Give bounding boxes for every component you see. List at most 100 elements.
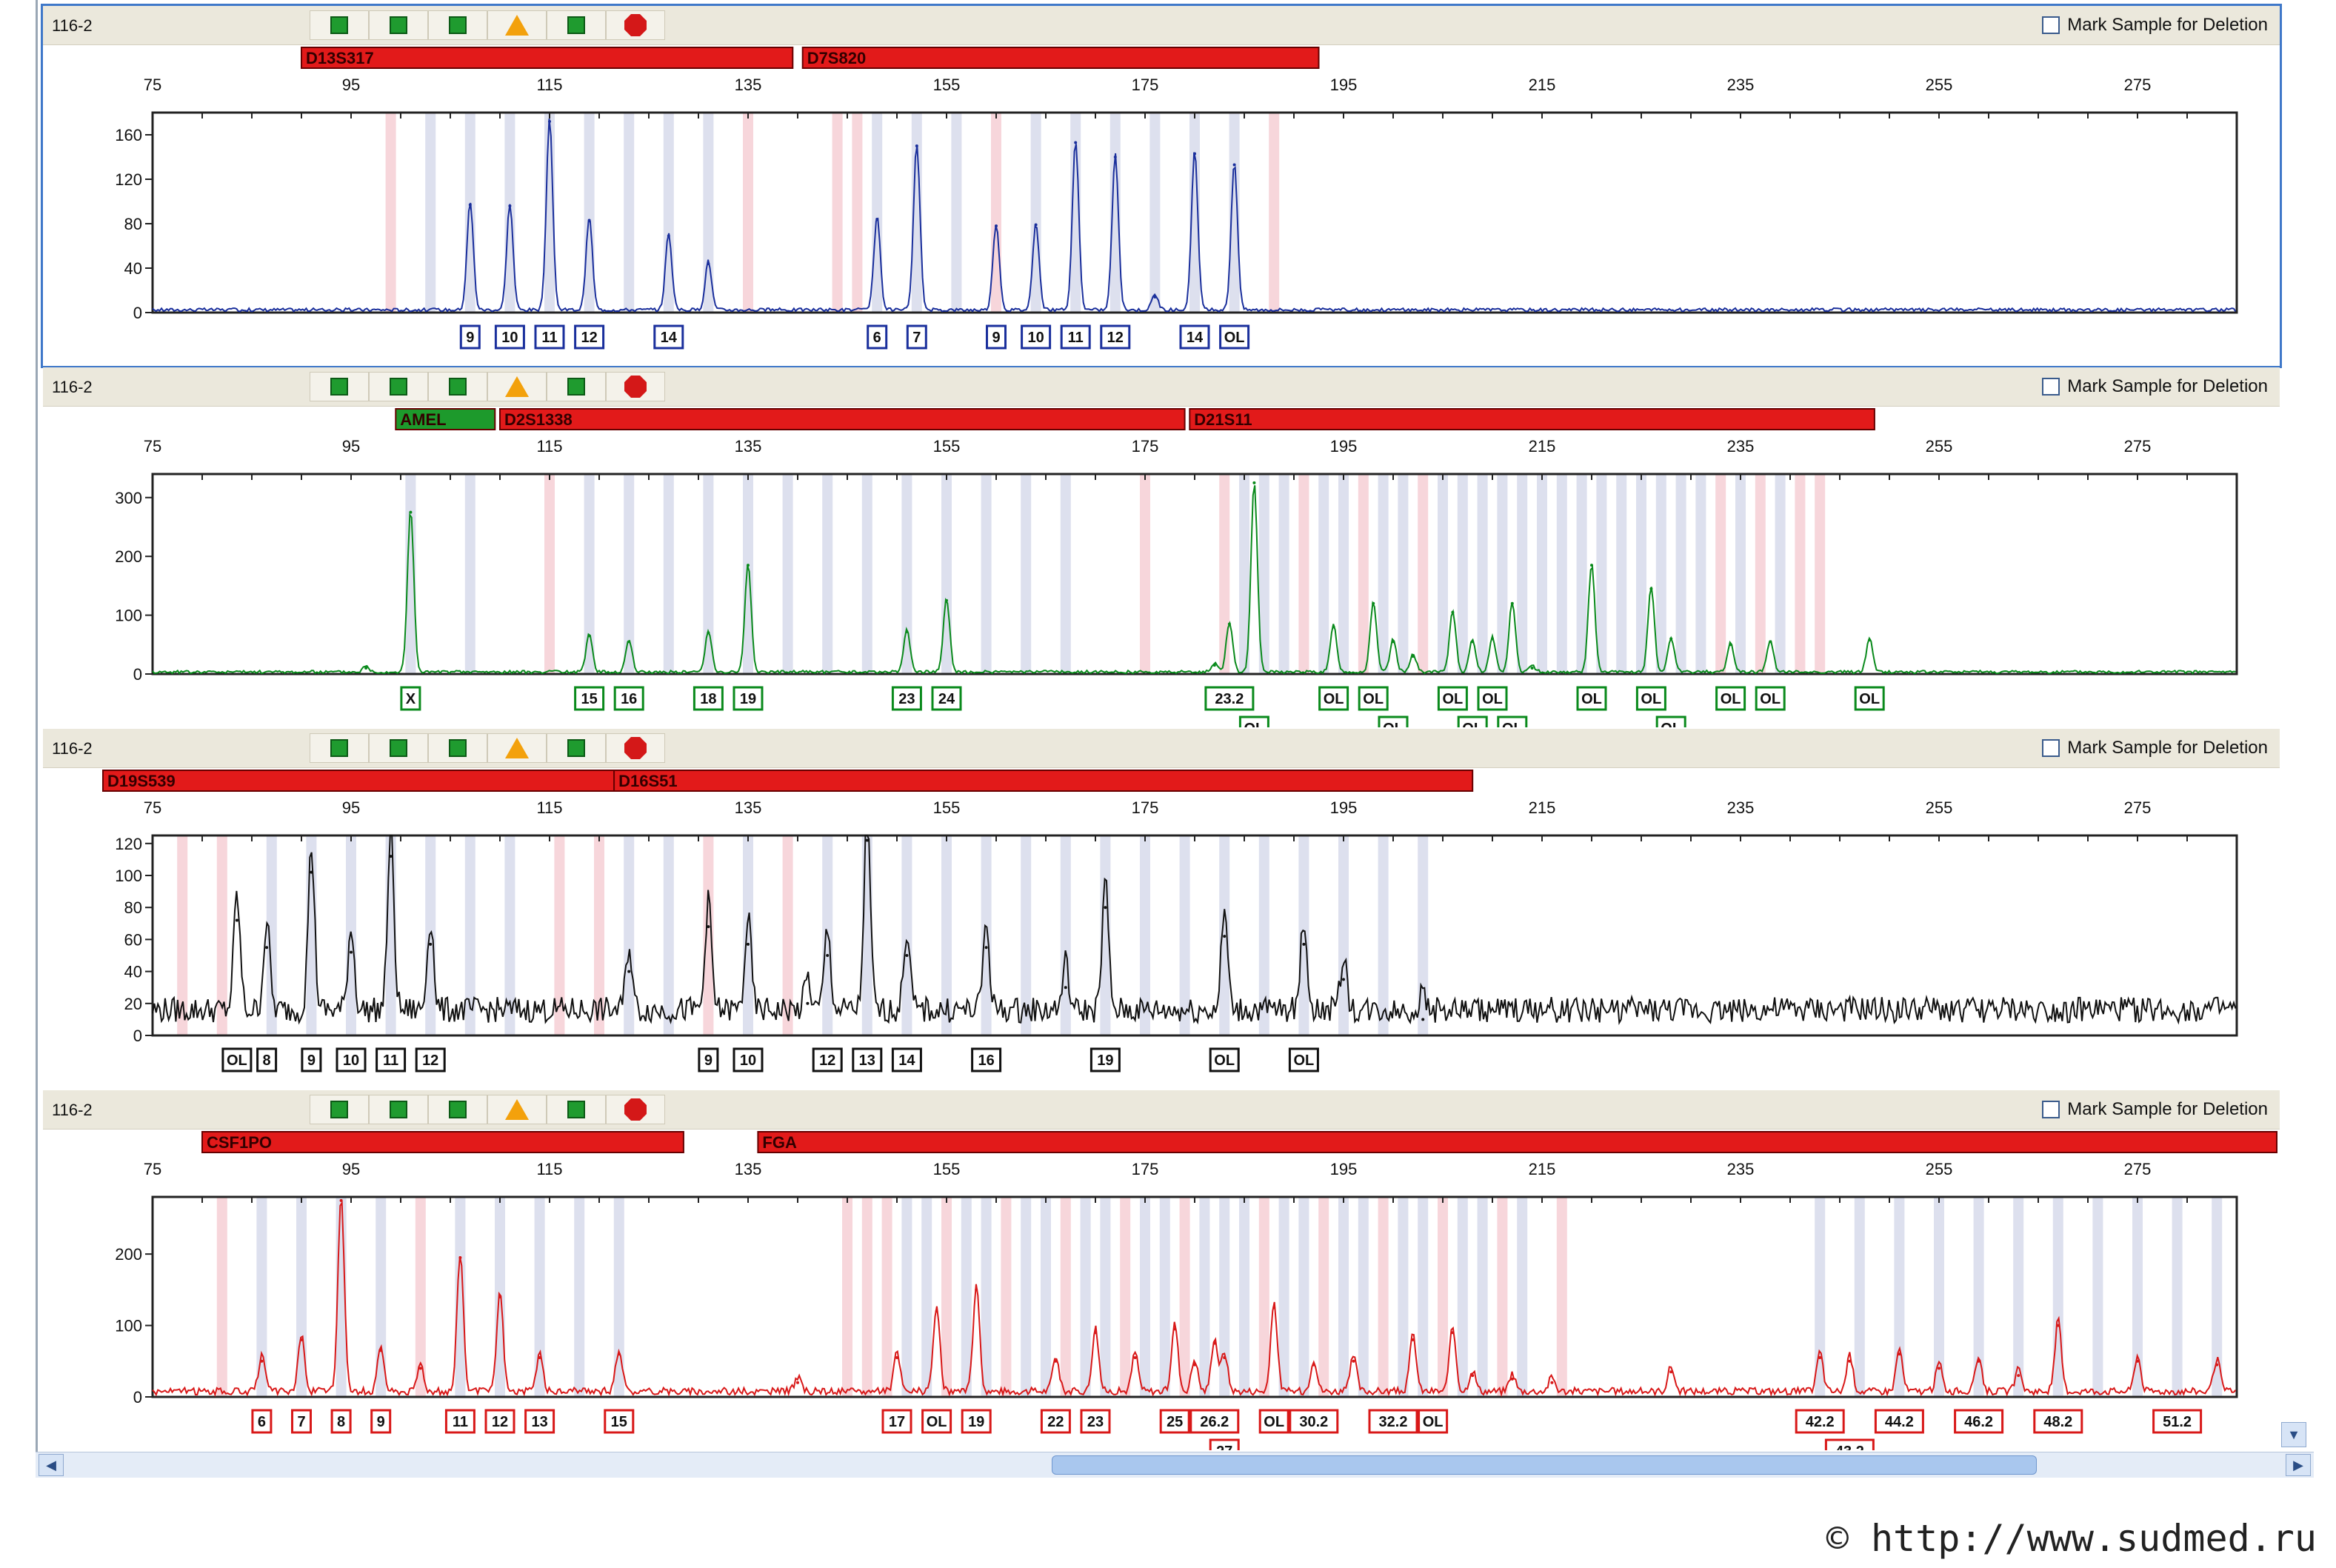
- allele-label: 7: [297, 1414, 305, 1430]
- warning-icon[interactable]: [487, 372, 547, 401]
- status-ok-icon[interactable]: [310, 10, 369, 40]
- peak-point: [707, 262, 710, 265]
- ladder-bin: [216, 1197, 227, 1397]
- ladder-bin: [1060, 1197, 1071, 1397]
- sample-panel-red[interactable]: 116-2 Mark Sample for Deletion CSF1PO FGA…: [43, 1090, 2280, 1450]
- ladder-bin: [703, 113, 714, 313]
- allele-label: 48.2: [2043, 1414, 2072, 1430]
- status-ok-icon[interactable]: [547, 10, 606, 40]
- ladder-bin: [1318, 474, 1329, 674]
- stop-icon[interactable]: [606, 733, 665, 763]
- allele-label: 10: [343, 1052, 359, 1069]
- mark-for-deletion[interactable]: Mark Sample for Deletion: [2042, 738, 2268, 758]
- ladder-bin: [941, 1197, 952, 1397]
- sample-panel-green[interactable]: 116-2 Mark Sample for Deletion AMEL D2S13…: [43, 367, 2280, 727]
- scroll-left-button[interactable]: ◀: [39, 1454, 64, 1476]
- peak-point: [1818, 1355, 1822, 1359]
- allele-label: 12: [819, 1052, 835, 1069]
- status-ok-icon[interactable]: [369, 1095, 428, 1124]
- status-ok-icon[interactable]: [547, 733, 606, 763]
- mark-for-deletion[interactable]: Mark Sample for Deletion: [2042, 15, 2268, 36]
- mark-for-deletion[interactable]: Mark Sample for Deletion: [2042, 1099, 2268, 1120]
- allele-box: [732, 1047, 764, 1072]
- allele-label: 12: [422, 1052, 438, 1069]
- locus-label: D21S11: [1194, 410, 1252, 429]
- warning-icon[interactable]: [487, 10, 547, 40]
- stop-icon[interactable]: [606, 10, 665, 40]
- warning-icon[interactable]: [487, 733, 547, 763]
- ladder-bin: [1596, 474, 1607, 674]
- allele-box: [1368, 1409, 1418, 1434]
- status-ok-icon[interactable]: [428, 733, 487, 763]
- status-ok-icon[interactable]: [369, 372, 428, 401]
- allele-box: [653, 324, 684, 350]
- horizontal-scrollbar[interactable]: ◀ ▶: [36, 1452, 2314, 1478]
- sample-name: 116-2: [52, 1101, 93, 1119]
- electropherogram-plot: D19S539 D16S51 75 95 115 135 155 175 195 215 235 25…: [102, 770, 2238, 1072]
- ladder-bin: [1070, 113, 1081, 313]
- allele-box: [986, 324, 1007, 350]
- peak-point: [1223, 1355, 1227, 1359]
- x-tick-label: 135: [735, 1160, 762, 1178]
- x-tick-label: 215: [1529, 437, 1556, 456]
- scrollbar-thumb[interactable]: [1052, 1455, 2037, 1475]
- allele-label: 11: [453, 1414, 468, 1430]
- allele-box: [1289, 1409, 1339, 1434]
- status-ok-icon[interactable]: [428, 1095, 487, 1124]
- locus-label: AMEL: [400, 410, 446, 429]
- sample-panel-blue[interactable]: 116-2 Mark Sample for Deletion D13S317 D7…: [41, 4, 2282, 368]
- mark-for-deletion-checkbox[interactable]: [2042, 739, 2060, 757]
- ladder-bin: [1239, 474, 1249, 674]
- status-ok-icon[interactable]: [369, 10, 428, 40]
- ladder-bin: [1060, 474, 1071, 674]
- status-ok-icon[interactable]: [547, 372, 606, 401]
- ladder-bin: [1258, 835, 1269, 1035]
- y-tick-label: 120: [115, 170, 142, 189]
- x-tick-label: 75: [144, 798, 161, 817]
- ladder-bin: [743, 474, 753, 674]
- status-icons: [310, 1095, 665, 1124]
- peak-point: [1471, 640, 1475, 644]
- ladder-bin: [385, 113, 396, 313]
- ladder-bin: [951, 113, 962, 313]
- status-ok-icon[interactable]: [310, 1095, 369, 1124]
- ladder-bin: [1189, 113, 1200, 313]
- stop-icon[interactable]: [606, 1095, 665, 1124]
- allele-box: [415, 1047, 446, 1072]
- status-ok-icon[interactable]: [310, 372, 369, 401]
- mark-for-deletion-checkbox[interactable]: [2042, 1101, 2060, 1118]
- peak-point: [1471, 1374, 1475, 1378]
- sample-panel-yellow[interactable]: 116-2 Mark Sample for Deletion D19S539 D1…: [43, 729, 2280, 1089]
- allele-label: 10: [1027, 330, 1044, 346]
- ladder-bin: [1338, 474, 1349, 674]
- status-ok-icon[interactable]: [428, 372, 487, 401]
- mark-for-deletion[interactable]: Mark Sample for Deletion: [2042, 376, 2268, 397]
- ladder-bin: [1358, 474, 1369, 674]
- mark-for-deletion-checkbox[interactable]: [2042, 378, 2060, 396]
- status-ok-icon[interactable]: [369, 733, 428, 763]
- x-tick-label: 255: [1926, 798, 1953, 817]
- warning-icon[interactable]: [487, 1095, 547, 1124]
- peak-point: [379, 1349, 383, 1352]
- ladder-bin: [1497, 1197, 1508, 1397]
- allele-label: 19: [968, 1414, 984, 1430]
- status-icons: [310, 733, 665, 763]
- peak-point: [429, 942, 433, 946]
- mark-for-deletion-checkbox[interactable]: [2042, 16, 2060, 34]
- status-ok-icon[interactable]: [428, 10, 487, 40]
- status-ok-icon[interactable]: [547, 1095, 606, 1124]
- ladder-bin: [405, 474, 416, 674]
- status-ok-icon[interactable]: [310, 733, 369, 763]
- x-tick-label: 135: [735, 76, 762, 94]
- allele-label: 9: [307, 1052, 316, 1069]
- peak-point: [796, 1381, 799, 1384]
- allele-label: OL: [1581, 691, 1602, 707]
- allele-label: 6: [258, 1414, 266, 1430]
- ladder-bin: [881, 1197, 892, 1397]
- scroll-down-button[interactable]: ▼: [2281, 1422, 2306, 1447]
- allele-label: 22: [1047, 1414, 1064, 1430]
- allele-box: [1318, 686, 1349, 711]
- stop-icon[interactable]: [606, 372, 665, 401]
- scroll-right-button[interactable]: ▶: [2286, 1454, 2311, 1476]
- x-tick-label: 95: [342, 437, 360, 456]
